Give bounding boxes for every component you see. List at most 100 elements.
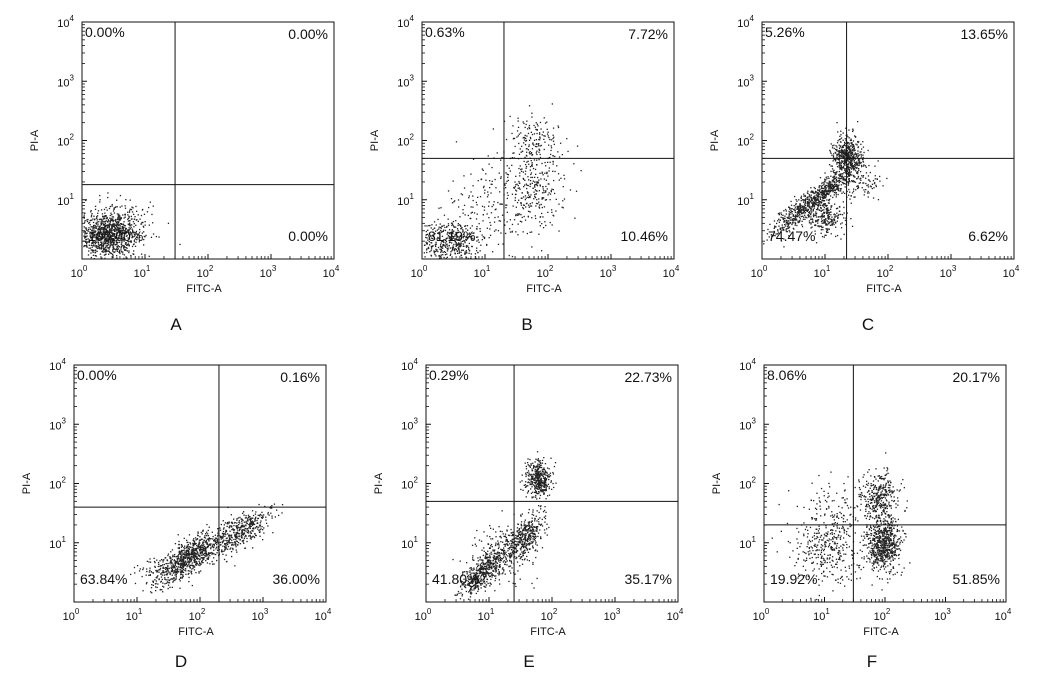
event-dot xyxy=(489,180,491,182)
event-dot xyxy=(792,220,795,222)
event-dot xyxy=(861,175,863,177)
event-dot xyxy=(546,128,548,130)
event-dot xyxy=(794,219,797,221)
event-dot xyxy=(796,200,798,202)
event-dot xyxy=(111,229,113,231)
event-dot xyxy=(199,546,201,548)
event-dot xyxy=(229,548,231,550)
event-dot xyxy=(468,242,470,245)
event-dot xyxy=(824,219,826,221)
event-dot xyxy=(89,231,91,233)
event-dot xyxy=(199,562,201,564)
event-dot xyxy=(189,542,191,544)
event-dot xyxy=(542,197,545,199)
event-dot xyxy=(526,120,528,122)
event-dot xyxy=(854,136,857,138)
event-dot xyxy=(794,224,796,226)
event-dot xyxy=(105,228,107,230)
event-dot xyxy=(857,177,859,179)
event-dot xyxy=(111,244,113,246)
event-dot xyxy=(186,554,189,556)
event-dot xyxy=(178,550,180,552)
event-dot xyxy=(177,568,179,571)
event-dots xyxy=(130,503,284,594)
event-dot xyxy=(786,231,788,233)
event-dot xyxy=(766,239,768,241)
event-dot xyxy=(134,245,137,247)
event-dot xyxy=(448,237,450,239)
event-dot xyxy=(534,189,537,191)
event-dot xyxy=(472,195,474,197)
event-dot xyxy=(249,527,251,530)
event-dot xyxy=(188,551,190,554)
event-dot xyxy=(829,186,831,188)
event-dot xyxy=(540,144,542,147)
event-dot xyxy=(541,162,543,165)
event-dot xyxy=(186,549,188,551)
event-dot xyxy=(799,214,801,216)
event-dot xyxy=(516,136,518,138)
event-dot xyxy=(129,199,131,201)
event-dot xyxy=(811,199,814,202)
event-dot xyxy=(456,236,458,238)
event-dot xyxy=(831,154,833,156)
event-dot xyxy=(108,229,110,232)
event-dot xyxy=(839,175,841,177)
event-dot xyxy=(557,151,559,153)
event-dot xyxy=(115,222,117,224)
event-dot xyxy=(543,117,545,119)
event-dot xyxy=(815,211,817,213)
event-dot xyxy=(829,184,831,186)
panel-d: 0.00% 0.16%63.84% 36.00%100 101 102 103 104101… xyxy=(21,357,332,671)
event-dot xyxy=(236,551,238,553)
event-dot xyxy=(812,203,815,206)
event-dot xyxy=(524,126,526,129)
event-dot xyxy=(811,211,813,213)
event-dot xyxy=(124,243,127,245)
event-dot xyxy=(221,551,223,553)
event-dot xyxy=(116,232,118,234)
event-dot xyxy=(523,160,525,163)
event-dot xyxy=(108,231,110,234)
event-dot xyxy=(853,161,855,163)
event-dot xyxy=(773,230,775,233)
event-dot xyxy=(814,205,816,207)
event-dot xyxy=(874,165,876,167)
event-dot xyxy=(86,244,88,246)
event-dot xyxy=(434,244,437,246)
event-dot xyxy=(136,239,138,241)
event-dot xyxy=(796,213,799,215)
event-dot xyxy=(539,221,541,223)
event-dot xyxy=(539,121,542,124)
event-dot xyxy=(107,247,110,249)
event-dot xyxy=(829,185,831,187)
event-dot xyxy=(227,542,229,544)
event-dot xyxy=(453,226,455,228)
event-dot xyxy=(100,244,102,246)
event-dot xyxy=(86,229,88,231)
event-dot xyxy=(148,206,150,209)
event-dot xyxy=(130,232,132,234)
event-dot xyxy=(97,233,99,235)
event-dot xyxy=(826,220,828,222)
event-dot xyxy=(507,174,509,176)
event-dot xyxy=(509,115,511,118)
event-dot xyxy=(459,224,462,227)
event-dot xyxy=(806,201,809,204)
event-dot xyxy=(848,169,850,171)
event-dot xyxy=(88,250,90,252)
event-dot xyxy=(110,242,112,244)
event-dot xyxy=(550,190,552,192)
event-dot xyxy=(797,215,799,217)
event-dot xyxy=(855,164,857,166)
event-dot xyxy=(442,241,444,243)
event-dot xyxy=(475,201,477,204)
event-dot xyxy=(96,216,98,218)
event-dot xyxy=(492,251,494,253)
event-dot xyxy=(108,233,111,235)
event-dot xyxy=(195,548,197,550)
event-dot xyxy=(96,215,99,217)
event-dot xyxy=(431,245,434,247)
event-dot xyxy=(838,181,840,184)
event-dot xyxy=(119,252,121,255)
